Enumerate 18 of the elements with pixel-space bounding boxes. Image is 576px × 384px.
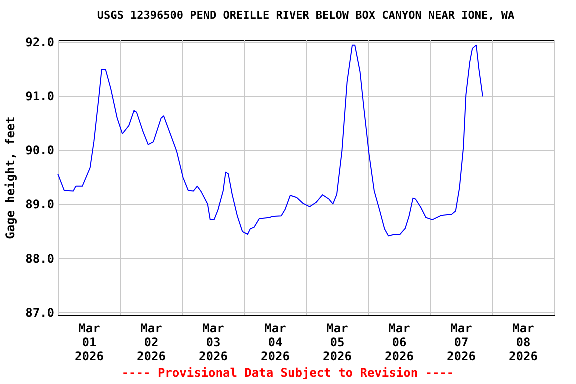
y-tick-label: 89.0 (26, 198, 54, 212)
x-tick-label: Mar 04 2026 (261, 322, 290, 364)
y-tick-label: 91.0 (26, 90, 54, 104)
x-tick-label: Mar 07 2026 (447, 322, 476, 364)
y-tick-label: 92.0 (26, 36, 54, 50)
text: ---- Provisional Data Subject to Revision ---- (120, 366, 456, 380)
y-tick-label: 87.0 (26, 306, 54, 320)
y-tick-label: 90.0 (26, 144, 54, 158)
x-tick-label: Mar 02 2026 (137, 322, 166, 364)
chart-title: USGS 12396500 PEND OREILLE RIVER BELOW BOX CANYON NEAR IONE, WA (97, 9, 515, 22)
y-axis-title: Gage height, feet (4, 116, 18, 240)
x-tick-label: Mar 01 2026 (75, 322, 104, 364)
x-tick-label: Mar 03 2026 (199, 322, 228, 364)
x-tick-label: Mar 06 2026 (385, 322, 414, 364)
x-tick-label: Mar 08 2026 (509, 322, 538, 364)
x-tick-label: Mar 05 2026 (323, 322, 352, 364)
y-tick-label: 88.0 (26, 252, 54, 266)
line-series (58, 44, 484, 237)
